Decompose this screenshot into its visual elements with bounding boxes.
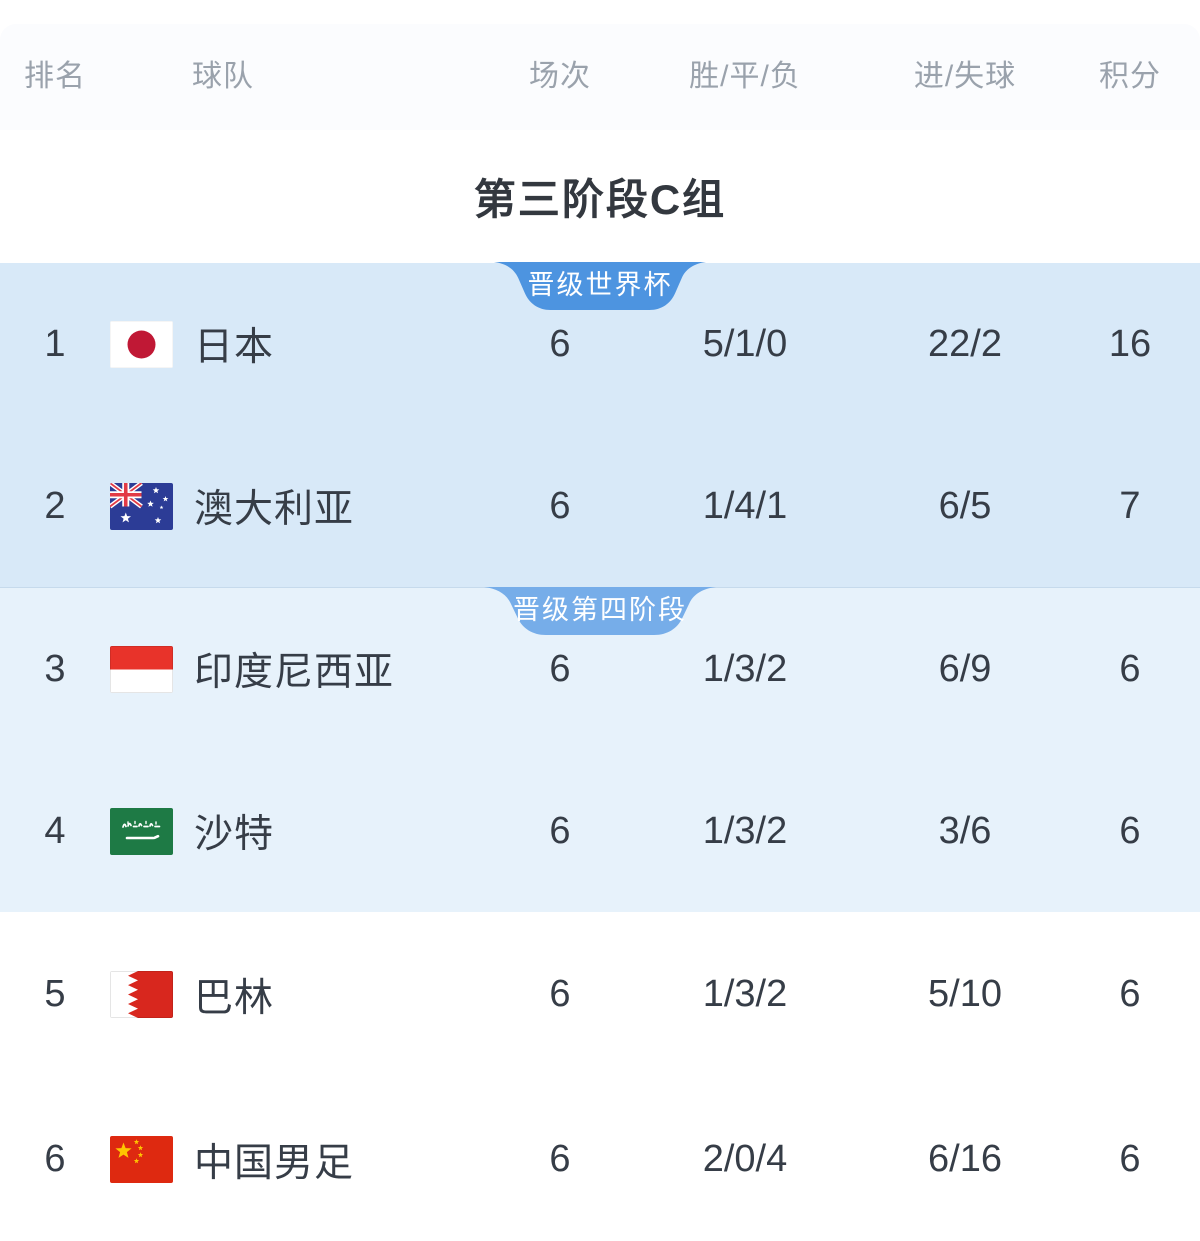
indonesia-flag xyxy=(110,645,173,693)
matches-cell: 6 xyxy=(549,322,571,365)
saudi-arabia-flag xyxy=(110,807,173,855)
win-draw-loss-cell: 1/4/1 xyxy=(702,484,788,527)
team-name: 日本 xyxy=(194,326,275,369)
team-cell: 印度尼西亚 xyxy=(110,641,500,697)
group-title: 第三阶段C组 xyxy=(473,176,727,223)
points-cell: 7 xyxy=(1119,484,1141,527)
team-name: 澳大利亚 xyxy=(194,488,355,531)
bahrain-flag xyxy=(110,971,173,1018)
team-cell: 沙特 xyxy=(110,803,500,859)
team-name: 巴林 xyxy=(194,976,275,1020)
column-header-wdl: 胜/平/负 xyxy=(689,60,801,93)
team-name: 中国男足 xyxy=(194,1141,355,1185)
goals-for-against-cell: 6/16 xyxy=(928,1138,1002,1180)
group-title-row: 第三阶段C组 xyxy=(0,130,1200,263)
column-header-team: 球队 xyxy=(192,60,254,93)
team-row[interactable]: 3 印度尼西亚 6 1/3/2 6/9 6 xyxy=(0,588,1200,750)
rank-cell: 3 xyxy=(44,647,66,690)
team-cell: 日本 xyxy=(110,316,500,372)
rank-cell: 4 xyxy=(44,809,66,852)
team-name: 沙特 xyxy=(194,813,275,856)
points-cell: 6 xyxy=(1119,809,1141,852)
badge-ribbon-shape xyxy=(494,262,706,310)
win-draw-loss-cell: 1/3/2 xyxy=(702,809,788,852)
rank-cell: 6 xyxy=(44,1138,66,1180)
matches-cell: 6 xyxy=(549,973,571,1015)
promotion-badge-label: 晋级第四阶段 xyxy=(513,595,687,625)
team-row[interactable]: 5 巴林 6 1/3/2 5/10 6 xyxy=(0,912,1200,1077)
points-cell: 6 xyxy=(1119,973,1141,1015)
team-row[interactable]: 6 中国男足 6 2/0/4 6/16 6 xyxy=(0,1077,1200,1241)
australia-flag xyxy=(110,482,173,530)
team-row[interactable]: 1 日本 6 5/1/0 22/2 16 xyxy=(0,263,1200,425)
rank-cell: 5 xyxy=(44,973,66,1015)
win-draw-loss-cell: 1/3/2 xyxy=(702,973,788,1015)
team-cell: 巴林 xyxy=(110,967,500,1023)
points-cell: 16 xyxy=(1108,322,1152,365)
goals-for-against-cell: 3/6 xyxy=(938,809,992,852)
team-cell: 中国男足 xyxy=(110,1132,500,1188)
team-cell: 澳大利亚 xyxy=(110,478,500,534)
table-header: 排名 球队 场次 胜/平/负 进/失球 积分 xyxy=(0,24,1200,130)
china-flag xyxy=(110,1136,173,1183)
promotion-badge-label: 晋级世界杯 xyxy=(527,270,673,300)
promotion-badge: 晋级第四阶段 xyxy=(484,587,716,635)
points-cell: 6 xyxy=(1119,1138,1141,1180)
points-cell: 6 xyxy=(1119,647,1141,690)
promotion-badge: 晋级世界杯 xyxy=(494,262,706,310)
rank-cell: 2 xyxy=(44,484,66,527)
matches-cell: 6 xyxy=(549,647,571,690)
column-header-goals: 进/失球 xyxy=(913,60,1017,93)
team-row[interactable]: 4 沙特 6 1/3/2 3/6 6 xyxy=(0,750,1200,912)
section-2: 晋级第四阶段 3 印度尼西亚 6 1/3/2 6/9 6 4 沙特 6 1/3/… xyxy=(0,587,1200,912)
column-header-points: 积分 xyxy=(1099,60,1161,93)
column-header-matches: 场次 xyxy=(529,60,591,93)
rank-cell: 1 xyxy=(44,322,66,365)
goals-for-against-cell: 6/9 xyxy=(938,647,992,690)
section-1: 晋级世界杯 1 日本 6 5/1/0 22/2 16 2 澳大利亚 6 1/4/… xyxy=(0,262,1200,587)
goals-for-against-cell: 22/2 xyxy=(928,322,1002,365)
team-name: 印度尼西亚 xyxy=(194,651,395,694)
matches-cell: 6 xyxy=(549,484,571,527)
sections: 晋级世界杯 1 日本 6 5/1/0 22/2 16 2 澳大利亚 6 1/4/… xyxy=(0,262,1200,1241)
goals-for-against-cell: 6/5 xyxy=(938,484,992,527)
goals-for-against-cell: 5/10 xyxy=(928,973,1002,1015)
section-3: 5 巴林 6 1/3/2 5/10 6 6 中国男足 6 2/0/4 6/16 … xyxy=(0,912,1200,1241)
win-draw-loss-cell: 5/1/0 xyxy=(702,322,788,365)
japan-flag xyxy=(110,320,173,368)
badge-ribbon-shape xyxy=(484,587,716,635)
column-header-rank: 排名 xyxy=(24,60,86,93)
standings-card: 排名 球队 场次 胜/平/负 进/失球 积分 第三阶段C组 晋级世界杯 1 日本 6 5/… xyxy=(0,24,1200,1241)
win-draw-loss-cell: 1/3/2 xyxy=(702,647,788,690)
team-row[interactable]: 2 澳大利亚 6 1/4/1 6/5 7 xyxy=(0,425,1200,587)
matches-cell: 6 xyxy=(549,1138,571,1180)
win-draw-loss-cell: 2/0/4 xyxy=(702,1138,788,1180)
matches-cell: 6 xyxy=(549,809,571,852)
